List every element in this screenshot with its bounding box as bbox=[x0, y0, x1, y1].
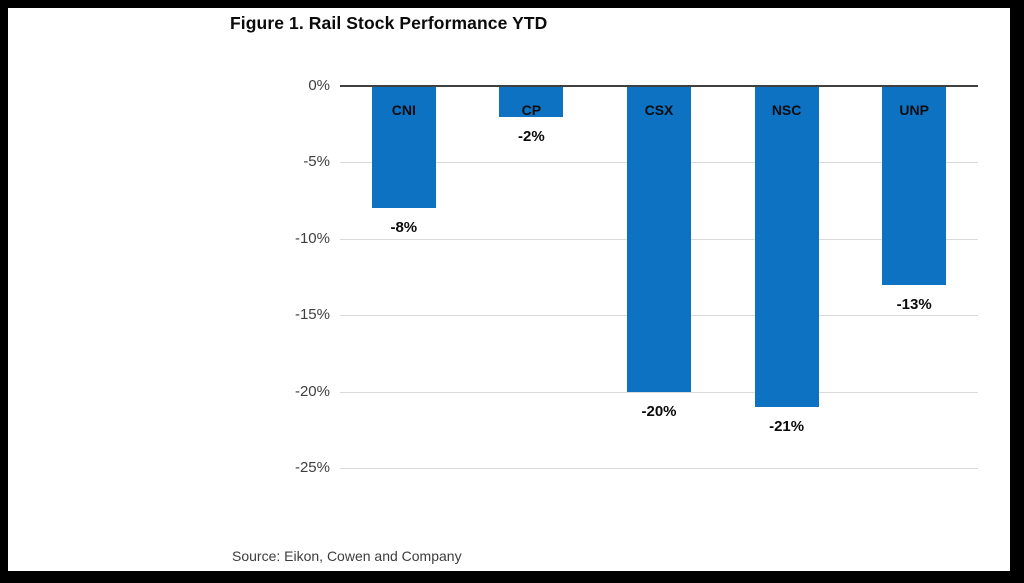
bar-category-label: CNI bbox=[391, 102, 416, 118]
figure-title: Figure 1. Rail Stock Performance YTD bbox=[230, 13, 548, 33]
y-tick-label: -10% bbox=[294, 229, 330, 247]
bar-cp bbox=[499, 86, 564, 117]
y-tick-label: -25% bbox=[294, 459, 330, 476]
bar-value-label: -13% bbox=[896, 295, 932, 313]
bar-value-label: -2% bbox=[518, 127, 545, 145]
gridline bbox=[340, 391, 978, 393]
bar-unp bbox=[882, 86, 947, 285]
source-note: Source: Eikon, Cowen and Company bbox=[232, 548, 462, 564]
bar-csx bbox=[627, 86, 691, 392]
bar-category-label: NSC bbox=[771, 102, 802, 118]
bar-value-label: -21% bbox=[769, 417, 805, 435]
y-tick-label: 0% bbox=[308, 77, 330, 94]
x-axis-zero-line bbox=[340, 85, 978, 87]
bar-nsc bbox=[754, 86, 819, 407]
y-tick-label: -20% bbox=[294, 382, 330, 400]
bar-category-label: UNP bbox=[899, 102, 929, 118]
bar-chart-plot-area: CNI -8% CP -2% CSX -20% NSC -21% UNP -13% bbox=[340, 85, 978, 469]
gridline bbox=[340, 468, 978, 469]
bar-cni bbox=[371, 86, 436, 209]
y-tick-label: -15% bbox=[294, 306, 330, 324]
bar-category-label: CSX bbox=[644, 102, 674, 118]
bar-category-label: CP bbox=[521, 102, 542, 118]
figure-panel: Figure 1. Rail Stock Performance YTD CNI… bbox=[8, 8, 1010, 571]
bar-value-label: -8% bbox=[390, 219, 418, 237]
y-tick-label: -5% bbox=[303, 153, 330, 171]
bar-value-label: -20% bbox=[641, 402, 677, 420]
